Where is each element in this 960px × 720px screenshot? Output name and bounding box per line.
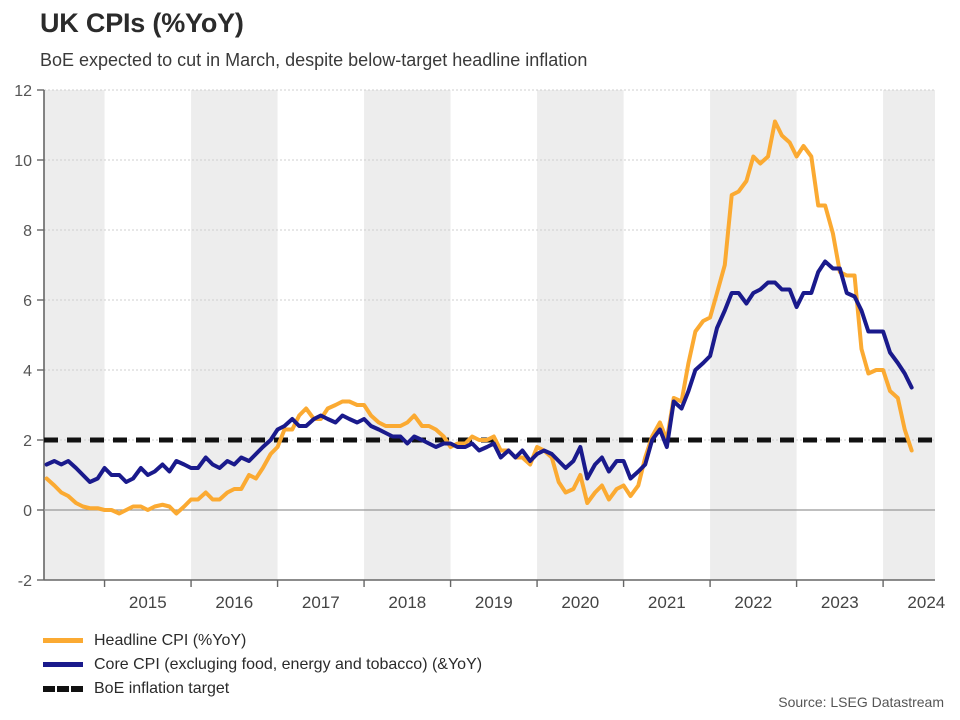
svg-text:10: 10 (14, 153, 32, 170)
page-title: UK CPIs (%YoY) (40, 8, 244, 38)
svg-text:-2: -2 (18, 573, 32, 590)
svg-text:2021: 2021 (648, 593, 686, 612)
line-swatch-icon (40, 654, 86, 676)
svg-text:2018: 2018 (388, 593, 426, 612)
legend-item-target[interactable]: BoE inflation target (40, 678, 920, 700)
gridlines (44, 89, 935, 441)
legend-label-headline: Headline CPI (%YoY) (94, 632, 247, 649)
svg-text:12: 12 (14, 83, 32, 100)
x-axis-ticks: 2015 2016 2017 2018 2019 2020 2021 2022 2023 2024 (103, 580, 945, 612)
axis-lines (43, 90, 935, 581)
legend-label-target: BoE inflation target (94, 680, 230, 697)
svg-text:2019: 2019 (475, 593, 513, 612)
svg-text:2023: 2023 (821, 593, 859, 612)
legend-label-core: Core CPI (excluging food, energy and tob… (94, 656, 483, 673)
y-axis-ticks: -2 0 2 4 6 8 10 12 (14, 83, 44, 590)
svg-text:2020: 2020 (561, 593, 599, 612)
svg-text:8: 8 (23, 223, 32, 240)
svg-text:2024: 2024 (907, 593, 945, 612)
svg-text:4: 4 (23, 363, 32, 380)
chart-legend: Headline CPI (%YoY) Core CPI (excluging … (40, 630, 920, 702)
chart-subtitle: BoE expected to cut in March, despite be… (40, 50, 588, 70)
legend-item-headline[interactable]: Headline CPI (%YoY) (40, 630, 920, 652)
data-series (44, 119, 914, 516)
svg-text:0: 0 (23, 503, 32, 520)
legend-item-core[interactable]: Core CPI (excluging food, energy and tob… (40, 654, 920, 676)
svg-text:2015: 2015 (129, 593, 167, 612)
line-swatch-icon (40, 630, 86, 652)
source-note: Source: LSEG Datastream (778, 694, 944, 710)
svg-text:2022: 2022 (734, 593, 772, 612)
svg-text:6: 6 (23, 293, 32, 310)
svg-text:2017: 2017 (302, 593, 340, 612)
dashed-line-swatch-icon (40, 678, 86, 700)
shaded-year-bands (44, 90, 935, 580)
svg-text:2016: 2016 (215, 593, 253, 612)
svg-text:2: 2 (23, 433, 32, 450)
